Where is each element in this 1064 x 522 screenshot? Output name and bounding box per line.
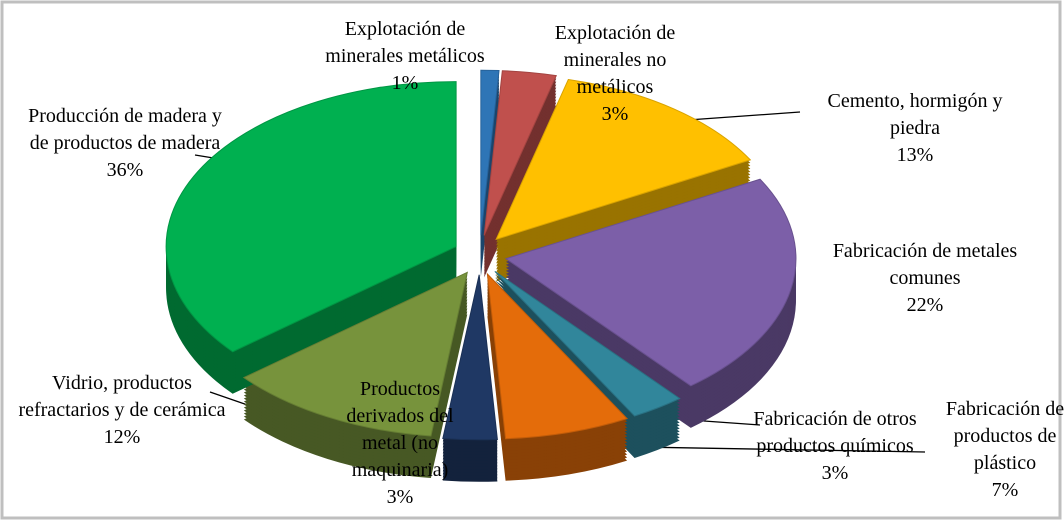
slice-label: Fabricación de otros productos químicos 3… [750, 406, 920, 487]
slice-label: Vidrio, productos refractarios y de cerá… [7, 370, 237, 451]
value-label: 13% [896, 144, 934, 166]
value-label: 3% [821, 462, 849, 484]
value-label: 3% [386, 486, 414, 508]
category-name: Cemento, hormigón y piedra [827, 90, 1003, 139]
slice-label: Explotación de minerales metálicos 1% [315, 16, 495, 97]
value-label: 22% [906, 294, 944, 316]
slice-label: Fabricación de metales comunes 22% [815, 238, 1035, 319]
slice-label: Producción de madera y de productos de m… [25, 103, 225, 184]
category-name: Vidrio, productos refractarios y de cerá… [18, 372, 226, 421]
slice-label: Fabricación de productos de plástico 7% [945, 396, 1064, 504]
category-name: Explotación de minerales metálicos [325, 18, 485, 67]
slice-label: Productos derivados del metal (no maquin… [325, 376, 475, 511]
category-name: Fabricación de otros productos químicos [753, 408, 917, 457]
category-name: Productos derivados del metal (no maquin… [346, 378, 454, 481]
slice [495, 78, 752, 241]
value-label: 12% [103, 426, 141, 448]
slice [242, 271, 468, 437]
slice [494, 270, 681, 417]
value-label: 1% [391, 72, 419, 94]
slice-label: Explotación de minerales no metálicos 3% [530, 20, 700, 128]
category-name: Explotación de minerales no metálicos [554, 22, 676, 98]
value-label: 7% [991, 479, 1019, 501]
slice [486, 272, 628, 440]
category-name: Fabricación de metales comunes [832, 240, 1018, 289]
category-name: Producción de madera y de productos de m… [28, 105, 222, 154]
slice [480, 69, 500, 236]
slice [504, 178, 797, 387]
slice-label: Cemento, hormigón y piedra 13% [820, 88, 1010, 169]
slice [483, 70, 557, 236]
value-label: 36% [106, 159, 144, 181]
slice [165, 81, 457, 353]
category-name: Fabricación de productos de plástico [945, 398, 1064, 474]
value-label: 3% [601, 103, 629, 125]
slice [442, 274, 498, 441]
